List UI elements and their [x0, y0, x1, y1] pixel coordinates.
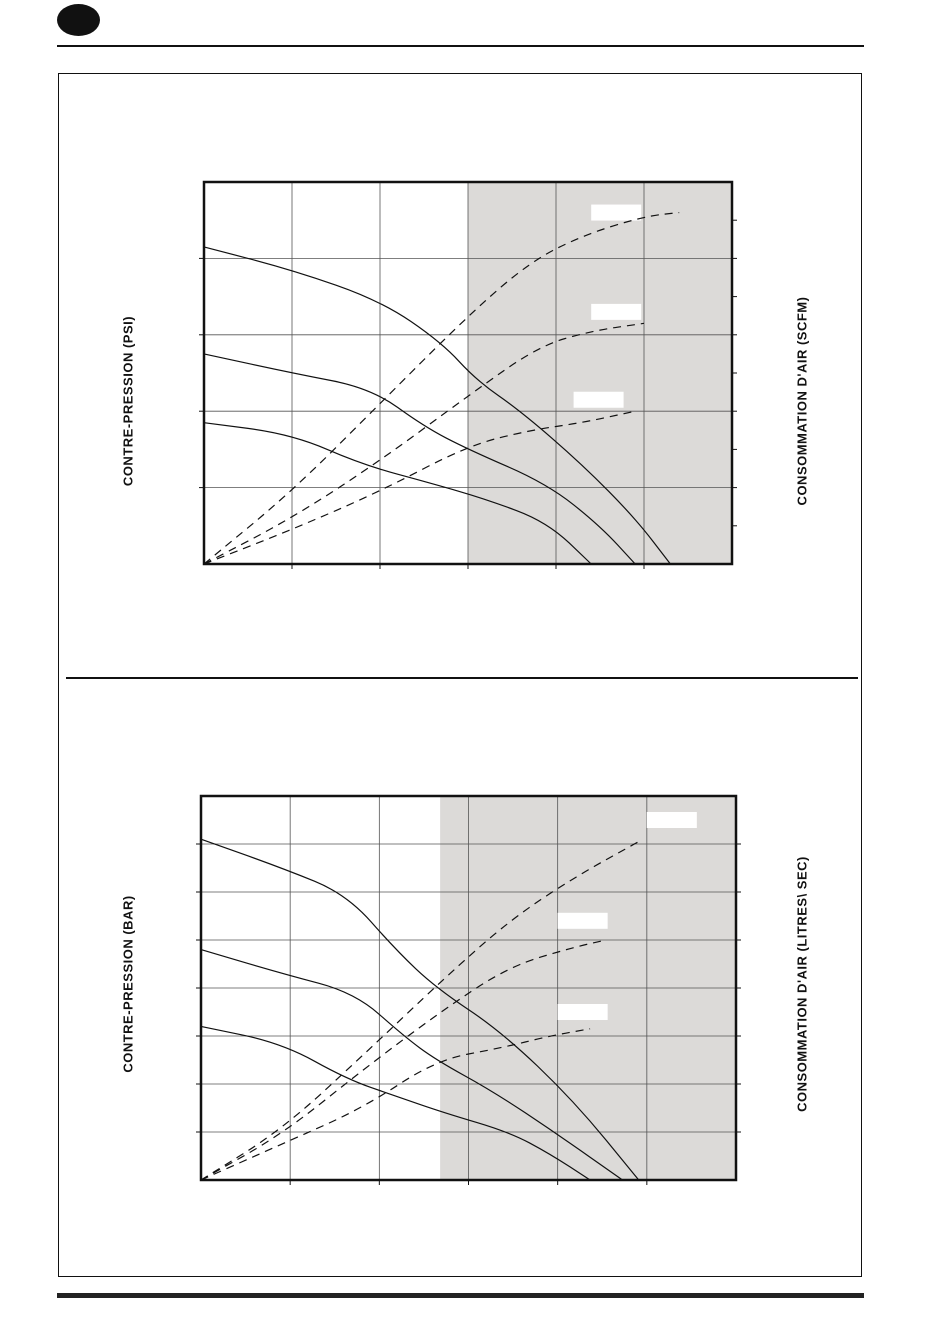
- chart1-legend-box: [591, 303, 642, 320]
- chart1-series-6-dashed: [203, 410, 636, 565]
- footer-rule: [57, 1293, 864, 1298]
- chart2-series-1-solid: [200, 838, 640, 1181]
- chart-divider: [66, 677, 858, 679]
- chart2-plot-frame: [199, 794, 738, 1182]
- chart1-legend-box: [591, 204, 642, 221]
- chart1-series-4-dashed: [203, 211, 680, 565]
- chart1-series-1-solid: [203, 246, 671, 565]
- chart2-legend-box: [646, 812, 697, 828]
- chart1-shaded-region: [468, 182, 732, 564]
- chart2-series-3-solid: [200, 1025, 591, 1181]
- chart2-legend-box: [557, 1004, 608, 1020]
- chart1-plot-frame: [202, 180, 734, 566]
- chart2-legend-box: [557, 912, 608, 929]
- chart1-series-2-solid: [203, 353, 636, 565]
- header-rule: [57, 45, 864, 47]
- chart2-series-6-dashed: [200, 1028, 591, 1181]
- chart-frame: [58, 73, 862, 1277]
- chart2-series-4-dashed: [200, 841, 640, 1181]
- section-badge: [57, 4, 100, 36]
- chart1-legend-box: [573, 391, 624, 408]
- chart1-series-5-dashed: [203, 322, 645, 565]
- chart2-series-5-dashed: [200, 939, 607, 1181]
- chart2-series-2-solid: [200, 949, 623, 1181]
- chart1-series-3-solid: [203, 422, 592, 565]
